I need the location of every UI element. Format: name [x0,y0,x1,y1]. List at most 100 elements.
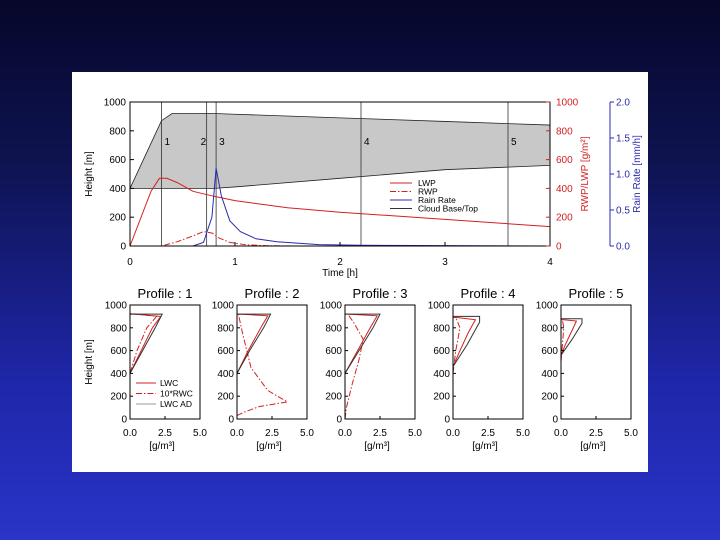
profile-x-tick-label: 2.5 [373,428,387,439]
profile-title: Profile : 1 [138,286,193,301]
profile-y-tick-label: 600 [110,346,127,357]
profile-frame [452,304,524,420]
y3-tick-label: 2.0 [616,98,630,109]
cloud-band [129,113,551,189]
series-line [130,168,551,247]
profile-y-tick-label: 600 [541,346,558,357]
x-tick-label: 4 [547,257,553,268]
profile-y-tick-label: 1000 [536,301,559,312]
profile-marker-label: 2 [201,137,207,148]
profile-marker-label: 4 [364,137,370,148]
profile-frame [560,304,632,420]
profile-y-tick-label: 200 [325,392,342,403]
profile-y-tick-label: 400 [110,369,127,380]
series-line [129,177,551,247]
profile-y-tick-label: 1000 [105,301,128,312]
profile-x-tick-label: 5.0 [624,428,638,439]
y3-tick-label: 1.0 [616,170,630,181]
y2-axis-label: RWP/LWP [g/m²] [580,136,591,211]
profile-legend-label: 10*RWC [160,389,193,399]
profile-y-tick-label: 800 [433,323,450,334]
profile-x-tick-label: 5.0 [516,428,530,439]
x-axis-label: Time [h] [322,268,358,279]
y-axis-label: Height [m] [84,151,95,197]
profile-frame [236,304,308,420]
profile-x-tick-label: 2.5 [158,428,172,439]
profile-y-tick-label: 1000 [320,301,343,312]
figure-panel: 1 2 3 4 5 0 200 400 600 800 1000 Height [m] 0 1 2 3 4 Tim… [72,72,648,472]
profile-y-tick-label: 600 [217,346,234,357]
profile-y-tick-label: 400 [325,369,342,380]
y2-tick-label: 0 [556,242,562,253]
y-tick-label: 600 [109,155,126,166]
legend-label: RWP [418,187,438,197]
legend-label: Rain Rate [418,195,456,205]
profile-title: Profile : 2 [245,286,300,301]
profile-y-tick-label: 200 [110,392,127,403]
profile-series-line [452,317,477,419]
profile-y-tick-label: 200 [433,392,450,403]
x-tick-label: 0 [127,257,133,268]
profile-y-tick-label: 800 [217,323,234,334]
y-tick-label: 0 [120,242,126,253]
profile-legend-label: LWC AD [160,399,192,409]
profile-x-tick-label: 0.0 [123,428,137,439]
profile-y-tick-label: 200 [217,392,234,403]
profile-title: Profile : 5 [569,286,624,301]
y-tick-label: 1000 [104,98,127,109]
legend-label: LWP [418,178,436,188]
profile-series-line [129,313,158,419]
y-tick-label: 400 [109,184,126,195]
profile-x-axis-label: [g/m³] [580,441,606,452]
y2-tick-label: 400 [556,184,573,195]
profile-y-tick-label: 0 [336,415,342,426]
y3-tick-label: 0.5 [616,206,630,217]
profile-y-tick-label: 1000 [428,301,451,312]
x-tick-label: 1 [232,257,238,268]
profile-x-tick-label: 5.0 [193,428,207,439]
profile-legend-label: LWC [160,378,178,388]
profile-x-tick-label: 0.0 [338,428,352,439]
profile-x-axis-label: [g/m³] [364,441,390,452]
series-line [130,231,299,247]
profile-x-tick-label: 0.0 [554,428,568,439]
profile-y-tick-label: 0 [552,415,558,426]
profile-x-tick-label: 0.0 [230,428,244,439]
profile-frame [344,304,416,420]
y2-tick-label: 600 [556,155,573,166]
profile-y-tick-label: 800 [325,323,342,334]
figure-svg: 1 2 3 4 5 0 200 400 600 800 1000 Height [m] 0 1 2 3 4 Tim… [84,98,643,453]
profile-y-tick-label: 200 [541,392,558,403]
y2-tick-label: 800 [556,126,573,137]
profile-y-tick-label: 400 [433,369,450,380]
profile-x-tick-label: 5.0 [300,428,314,439]
profile-series-line [344,313,379,419]
profile-x-axis-label: [g/m³] [256,441,282,452]
profile-y-tick-label: 0 [121,415,127,426]
profile-series-line [344,313,364,420]
profile-y-axis-label: Height [m] [84,339,95,385]
profile-title: Profile : 4 [461,286,516,301]
profile-series-line [452,317,461,419]
profile-marker-label: 3 [219,137,225,148]
y3-tick-label: 1.5 [616,134,630,145]
x-tick-label: 2 [337,257,343,268]
profile-x-tick-label: 2.5 [589,428,603,439]
x-tick-label: 3 [442,257,448,268]
profile-y-tick-label: 800 [541,323,558,334]
profile-y-tick-label: 800 [110,323,127,334]
profile-y-tick-label: 400 [217,369,234,380]
y3-tick-label: 0.0 [616,242,630,253]
profile-y-tick-label: 600 [433,346,450,357]
profile-x-axis-label: [g/m³] [149,441,175,452]
profile-x-tick-label: 2.5 [265,428,279,439]
profile-y-tick-label: 0 [444,415,450,426]
profile-series-line [344,313,381,419]
profile-y-tick-label: 400 [541,369,558,380]
y2-tick-label: 200 [556,213,573,224]
profile-y-tick-label: 0 [228,415,234,426]
legend-label: Cloud Base/Top [418,204,478,214]
profile-series-line [129,313,162,419]
profile-series-line [560,318,583,419]
profile-title: Profile : 3 [353,286,408,301]
